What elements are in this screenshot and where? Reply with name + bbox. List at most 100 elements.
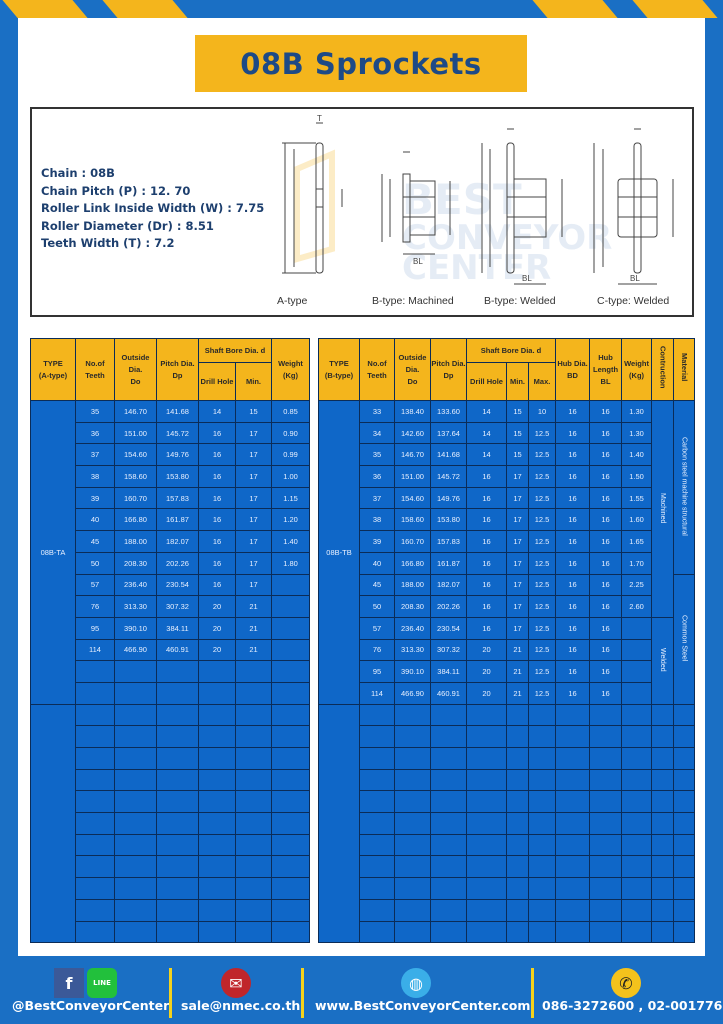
table-cell: 37 [75,443,115,467]
table-cell [156,877,199,900]
table-row: 34 142.60 137.64 14 15 12.5 16 16 1.30 [319,421,695,445]
spec-teeth-width: Teeth Width (T) : 7.2 [41,236,175,250]
table-cell [466,833,507,857]
table-cell: 16 [466,508,507,532]
table-cell: 313.30 [114,595,157,618]
table-cell: 161.87 [430,551,467,575]
table-cell: 151.00 [394,465,431,488]
table-row: 38 158.60 153.80 16 17 12.5 16 16 1.60 [319,508,695,532]
table-cell: 182.07 [430,573,467,597]
table-cell [114,703,157,727]
table-cell: 57 [359,616,395,640]
social-handle[interactable]: @BestConveyorCenter [12,998,170,1013]
table-cell [506,920,529,944]
page-title: 08B Sprockets [195,35,527,92]
table-cell [621,616,653,640]
table-cell: 0.99 [271,443,310,467]
table-cell: 16 [555,551,591,575]
table-cell: 16 [555,443,591,467]
table-cell [527,877,557,900]
label-b-machined: B-type: Machined [372,295,454,307]
b-machined-drawing [381,151,451,255]
phone-numbers[interactable]: 086-3272600 , 02-0017766 [542,998,723,1013]
table-cell [156,681,199,705]
table-cell: 17 [235,508,272,532]
table-cell [555,747,591,770]
table-cell: 16 [555,508,591,532]
table-cell [271,681,310,705]
table-row [319,790,696,814]
table-cell: 16 [555,595,591,618]
table-row [31,898,310,922]
table-cell [114,812,157,835]
website-link[interactable]: www.BestConveyorCenter.com [315,998,531,1013]
table-cell: 151.00 [114,421,157,445]
table-cell: 0.85 [271,400,310,423]
table-cell: 1.60 [621,508,653,532]
table-row: 08B-TB 33 138.40 133.60 14 15 10 16 16 1.30 Machin… [318,400,696,705]
table-row: 57 236.40 230.54 16 17 12.5 16 16 Welded [319,616,695,705]
table-row: 08B-TA 35 146.70 141.68 14 15 0.85 [30,400,310,705]
table-cell: 460.91 [156,638,199,662]
table-row: 38 158.60 153.80 16 17 1.00 [31,465,310,488]
table-cell [271,660,310,683]
construction-cell: Machined [651,400,675,618]
table-cell [527,812,557,835]
table-cell: 188.00 [114,530,157,553]
table-cell [621,812,653,835]
table-cell: 21 [235,616,272,640]
table-row: 76 313.30 307.32 20 21 [31,595,310,618]
table-cell [75,898,115,922]
table-cell: 16 [466,595,507,618]
table-cell [589,920,623,944]
material-cell [673,877,696,900]
table-cell [621,920,653,944]
table-cell [527,833,557,857]
email-icon: ✉ [221,968,251,998]
table-cell [555,768,591,792]
table-cell [359,812,395,835]
table-cell [271,855,310,879]
table-cell [394,855,431,879]
table-row: 36 151.00 145.72 16 17 12.5 16 16 1.50 [319,465,695,488]
table-cell: 17 [235,530,272,553]
table-cell [394,703,431,727]
table-cell: 16 [589,660,623,683]
table-cell [114,747,157,770]
table-cell: 17 [235,573,272,597]
facebook-icon[interactable]: f [54,968,84,998]
table-cell: 15 [235,400,272,423]
material-cell [673,855,696,879]
material-cell [673,833,696,857]
decor-stripe [2,0,88,18]
table-cell [75,660,115,683]
table-cell: 20 [198,595,236,618]
table-cell [75,812,115,835]
table-cell [621,703,653,727]
table-cell [621,681,653,705]
table-cell: 12.5 [527,421,557,445]
table-cell: 16 [589,638,623,662]
header-weight: Weight (Kg) [271,338,310,401]
table-cell: 20 [466,660,507,683]
globe-icon: ◍ [401,968,431,998]
table-cell [198,768,236,792]
table-cell [359,855,395,879]
table-cell [589,747,623,770]
table-cell [506,898,529,922]
line-icon[interactable]: LINE [87,968,117,998]
table-cell: 166.80 [394,551,431,575]
table-cell: 16 [555,486,591,510]
construction-cell [651,768,675,792]
table-cell: 14 [198,400,236,423]
table-cell [114,768,157,792]
table-cell: 16 [198,508,236,532]
table-cell: 137.64 [430,421,467,445]
email-link[interactable]: sale@nmec.co.th [181,998,301,1013]
table-cell [359,790,395,814]
table-cell: 1.00 [271,465,310,488]
table-cell [527,898,557,922]
table-cell: 157.83 [156,486,199,510]
divider [169,968,172,1018]
table-cell: 16 [555,465,591,488]
